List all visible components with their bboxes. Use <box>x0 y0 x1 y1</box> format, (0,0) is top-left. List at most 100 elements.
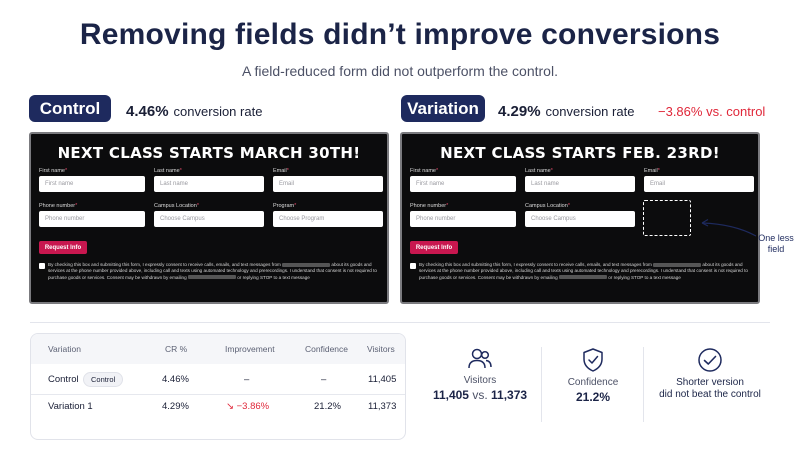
control-badge: Control <box>83 372 124 387</box>
control-form-panel: NEXT CLASS STARTS MARCH 30TH! First name… <box>29 132 389 304</box>
row-confidence: – <box>321 374 327 385</box>
variation-phone-field: Phone number* Phone number <box>410 203 516 227</box>
users-icon <box>468 348 492 369</box>
last-name-input[interactable]: Last name <box>525 176 635 192</box>
col-header-variation: Variation <box>48 344 81 354</box>
variation-email-field: Email* Email <box>644 168 754 192</box>
visitors-value: 11,405 vs. 11,373 <box>425 388 535 402</box>
table-header: Variation CR % Improvement Confidence Vi… <box>31 334 405 364</box>
consent-text-b: about its goods and services at the phon… <box>48 262 377 280</box>
col-header-cr: CR % <box>165 344 188 354</box>
row-cr: 4.29% <box>162 401 189 412</box>
field-label: Email <box>273 168 287 174</box>
row-visitors: 11,373 <box>368 401 397 412</box>
redacted-text <box>558 275 607 280</box>
consent-checkbox[interactable] <box>410 263 416 269</box>
row-improvement: – <box>244 374 250 385</box>
control-campus-field: Campus Location* Choose Campus <box>154 203 264 227</box>
campus-select[interactable]: Choose Campus <box>154 211 264 227</box>
field-label: Last name <box>154 168 180 174</box>
first-name-input[interactable]: First name <box>410 176 516 192</box>
col-header-visitors: Visitors <box>367 344 395 354</box>
consent-text-a: By checking this box and submitting this… <box>48 262 281 267</box>
control-last-name-field: Last name* Last name <box>154 168 264 192</box>
row-visitors: 11,405 <box>368 374 397 385</box>
field-label: Phone number <box>410 203 447 209</box>
row-variation-name: Control <box>48 374 79 385</box>
variation-campus-field: Campus Location* Choose Campus <box>525 203 635 227</box>
consent-text: By checking this box and submitting this… <box>419 262 753 281</box>
last-name-input[interactable]: Last name <box>154 176 264 192</box>
field-label: Email <box>644 168 658 174</box>
outcome-line-1: Shorter version <box>676 377 744 388</box>
field-label: Phone number <box>39 203 76 209</box>
visitors-vs: vs. <box>472 388 488 402</box>
redacted-text <box>653 262 702 267</box>
variation-rate: 4.29% conversion rate <box>498 103 634 120</box>
control-label: Control <box>29 95 111 122</box>
phone-input[interactable]: Phone number <box>410 211 516 227</box>
removed-field-outline <box>643 200 691 236</box>
page-subtitle: A field-reduced form did not outperform … <box>242 63 558 79</box>
email-input[interactable]: Email <box>273 176 383 192</box>
row-cr: 4.46% <box>162 374 189 385</box>
visitors-variation: 11,373 <box>491 388 528 402</box>
consent-text-a: By checking this box and submitting this… <box>419 262 652 267</box>
confidence-stat: Confidence 21.2% <box>548 347 638 404</box>
row-divider <box>31 394 405 395</box>
trend-down-icon: ↘ <box>226 401 234 412</box>
field-label: Last name <box>525 168 551 174</box>
variation-delta: −3.86% vs. control <box>658 104 766 119</box>
control-rate-value: 4.46% <box>126 103 169 120</box>
phone-input[interactable]: Phone number <box>39 211 145 227</box>
control-form-heading: NEXT CLASS STARTS MARCH 30TH! <box>57 144 361 162</box>
variation-rate-value: 4.29% <box>498 103 541 120</box>
variation-form-panel: NEXT CLASS STARTS FEB. 23RD! First name*… <box>400 132 760 304</box>
campus-select[interactable]: Choose Campus <box>525 211 635 227</box>
col-header-improvement: Improvement <box>225 344 275 354</box>
field-label: Campus Location <box>525 203 568 209</box>
col-header-confidence: Confidence <box>305 344 349 354</box>
redacted-text <box>187 275 236 280</box>
row-variation-name: Variation 1 <box>48 401 93 412</box>
one-less-field-annotation: One less field <box>758 233 794 255</box>
field-label: Program <box>273 203 295 209</box>
control-phone-field: Phone number* Phone number <box>39 203 145 227</box>
section-divider <box>30 322 770 323</box>
control-first-name-field: First name* First name <box>39 168 145 192</box>
check-circle-icon <box>698 348 722 372</box>
field-label: Campus Location <box>154 203 197 209</box>
variation-label: Variation <box>401 95 485 122</box>
visitors-control: 11,405 <box>432 388 469 402</box>
request-info-button[interactable]: Request Info <box>410 241 458 254</box>
request-info-button[interactable]: Request Info <box>39 241 87 254</box>
confidence-value: 21.2% <box>575 390 611 404</box>
annotation-arrow-icon <box>701 218 757 237</box>
row-improvement: ↘ −3.86% <box>226 401 269 412</box>
consent-text: By checking this box and submitting this… <box>48 262 382 281</box>
program-select[interactable]: Choose Program <box>273 211 383 227</box>
row-improvement-value: −3.86% <box>236 401 270 412</box>
consent-text-c: or replying STOP to a text message <box>608 274 681 280</box>
page-title: Removing fields didn’t improve conversio… <box>79 18 721 51</box>
control-email-field: Email* Email <box>273 168 383 192</box>
visitors-label: Visitors <box>463 375 497 386</box>
shield-check-icon <box>583 348 603 372</box>
email-input[interactable]: Email <box>644 176 754 192</box>
control-rate-suffix: conversion rate <box>173 104 263 119</box>
field-label: First name <box>39 168 65 174</box>
outcome-stat: Shorter version did not beat the control <box>648 347 772 400</box>
row-confidence: 21.2% <box>314 401 341 412</box>
results-table: Variation CR % Improvement Confidence Vi… <box>30 333 406 440</box>
outcome-line-2: did not beat the control <box>659 389 761 400</box>
variation-rate-suffix: conversion rate <box>545 104 635 119</box>
variation-last-name-field: Last name* Last name <box>525 168 635 192</box>
first-name-input[interactable]: First name <box>39 176 145 192</box>
consent-checkbox[interactable] <box>39 263 45 269</box>
variation-first-name-field: First name* First name <box>410 168 516 192</box>
confidence-label: Confidence <box>567 377 619 388</box>
control-program-field: Program* Choose Program <box>273 203 383 227</box>
field-label: First name <box>410 168 436 174</box>
consent-text-c: or replying STOP to a text message <box>237 274 310 280</box>
stat-divider <box>643 347 644 422</box>
